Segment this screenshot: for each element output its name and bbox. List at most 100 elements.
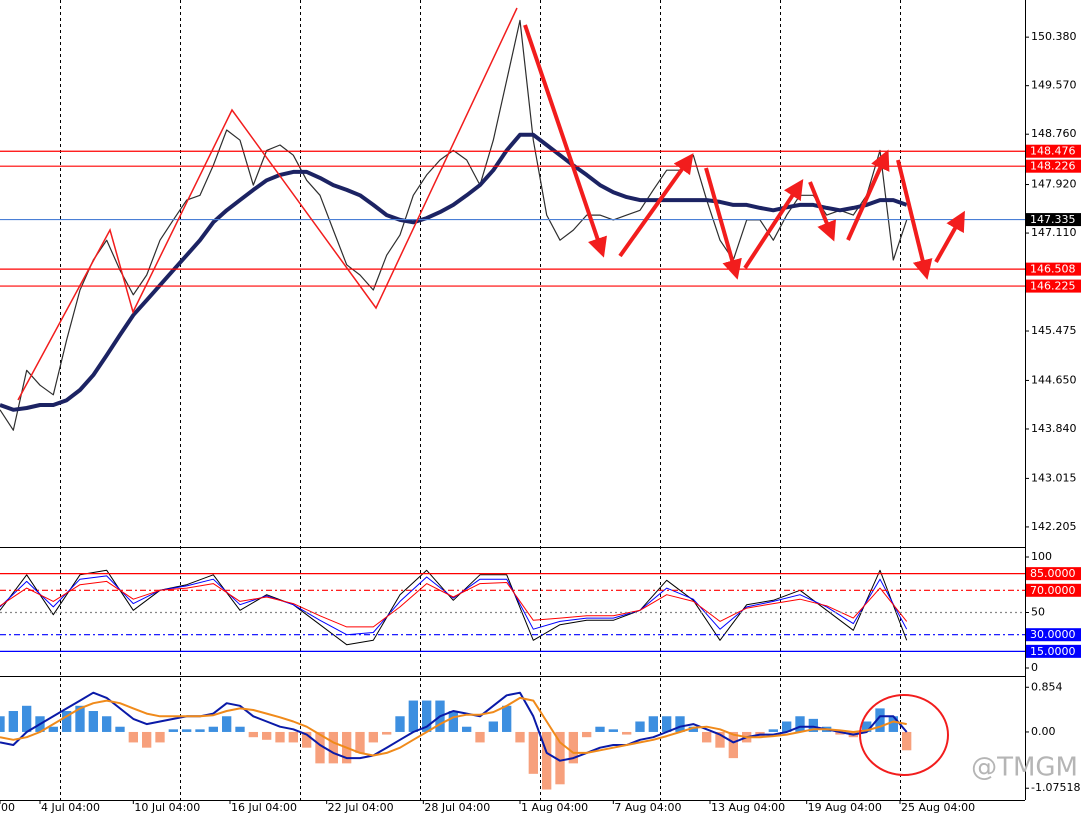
arrow — [808, 181, 836, 242]
x-tick-label: 1 Aug 04:00 — [521, 801, 588, 814]
histogram-bar — [142, 731, 152, 748]
level-label-box — [1026, 213, 1081, 227]
x-tick-label: 13 Aug 04:00 — [711, 801, 785, 814]
histogram-bar — [688, 726, 698, 732]
watermark: @TMGM — [971, 753, 1078, 783]
zigzag-line — [17, 7, 518, 401]
histogram-bar — [462, 726, 472, 732]
histogram-bar — [648, 716, 658, 732]
y-tick-label: 142.205 — [1031, 520, 1077, 533]
histogram-bar — [528, 731, 538, 774]
level-label: 85.0000 — [1030, 567, 1076, 580]
level-label: 15.0000 — [1030, 645, 1076, 658]
histogram-bar — [182, 729, 192, 732]
series-line — [0, 575, 908, 636]
x-tick-label: 7 Aug 04:00 — [614, 801, 681, 814]
highlight-circle — [859, 694, 949, 776]
y-tick-label: 0.00 — [1031, 725, 1056, 738]
histogram-bar — [115, 726, 125, 732]
y-tick-label: 100 — [1031, 550, 1052, 563]
histogram-bar — [168, 729, 178, 732]
histogram-bar — [515, 731, 525, 743]
histogram-bar — [395, 716, 405, 732]
histogram-bar — [248, 731, 258, 738]
histogram-bar — [355, 731, 365, 753]
histogram-bar — [195, 729, 205, 732]
histogram-bar — [302, 731, 312, 748]
histogram-bar — [208, 726, 218, 732]
histogram-bar — [328, 731, 338, 764]
histogram-bar — [235, 726, 245, 732]
histogram-bar — [475, 731, 485, 743]
x-tick-label: 22 Jul 04:00 — [328, 801, 394, 814]
histogram-bar — [488, 721, 498, 732]
series-line — [0, 580, 908, 628]
histogram-bar — [88, 711, 98, 732]
x-tick-label: 00 — [1, 801, 15, 814]
level-label-box — [1026, 628, 1081, 642]
histogram-bar — [582, 731, 592, 738]
x-tick-label: 28 Jul 04:00 — [424, 801, 490, 814]
y-tick-label: 147.110 — [1031, 226, 1077, 239]
arrow — [934, 210, 965, 263]
level-label-box — [1026, 567, 1081, 581]
histogram-bar — [275, 731, 285, 743]
annotations — [17, 7, 965, 776]
histogram-bar — [862, 721, 872, 732]
level-label: 146.508 — [1030, 263, 1076, 276]
histogram-bar — [568, 731, 578, 764]
level-label-box — [1026, 583, 1081, 597]
histogram-bar — [715, 731, 725, 748]
histogram-bar — [22, 705, 32, 732]
level-label: 70.0000 — [1030, 584, 1076, 597]
arrow — [704, 167, 742, 280]
histogram-bar — [808, 718, 818, 732]
histogram-bar — [768, 729, 778, 732]
histogram-bar — [702, 731, 712, 743]
histogram-bar — [675, 716, 685, 732]
histogram-bar — [728, 731, 738, 759]
x-tick-label: 10 Jul 04:00 — [134, 801, 200, 814]
y-tick-label: -1.07518 — [1031, 781, 1080, 794]
histogram-bar — [902, 731, 912, 751]
level-label-box — [1026, 279, 1081, 293]
histogram-bar — [422, 700, 432, 732]
x-tick-label: 19 Aug 04:00 — [808, 801, 882, 814]
y-tick-label: 0.854 — [1031, 680, 1063, 693]
histogram-bar — [62, 711, 72, 732]
y-tick-label: 0 — [1031, 661, 1038, 674]
histogram-bar — [782, 721, 792, 732]
histogram-bar — [315, 731, 325, 764]
histogram-bar — [288, 731, 298, 743]
y-tick-label: 150.380 — [1031, 30, 1077, 43]
level-label-box — [1026, 644, 1081, 658]
histogram-bar — [222, 716, 232, 732]
y-tick-label: 50 — [1031, 605, 1045, 618]
histogram-bar — [635, 721, 645, 732]
histogram-bar — [102, 716, 112, 732]
histogram-bar — [0, 716, 5, 732]
series-line — [0, 132, 908, 412]
histogram-bar — [662, 716, 672, 732]
histogram-bar — [795, 716, 805, 732]
histogram-bar — [595, 726, 605, 732]
arrow — [618, 153, 694, 258]
arrow — [846, 149, 890, 241]
histogram-bar — [75, 705, 85, 732]
level-label: 30.0000 — [1030, 628, 1076, 641]
histogram-bar — [262, 731, 272, 740]
histogram-bar — [555, 731, 565, 785]
histogram-bar — [622, 731, 632, 735]
y-tick-label: 144.650 — [1031, 373, 1077, 386]
x-tick-label: 16 Jul 04:00 — [231, 801, 297, 814]
series-line — [0, 696, 907, 757]
histogram-bar — [408, 700, 418, 732]
histogram-bar — [48, 726, 58, 732]
y-tick-label: 143.015 — [1031, 471, 1077, 484]
level-label: 146.225 — [1030, 280, 1076, 293]
series-line — [0, 569, 908, 646]
